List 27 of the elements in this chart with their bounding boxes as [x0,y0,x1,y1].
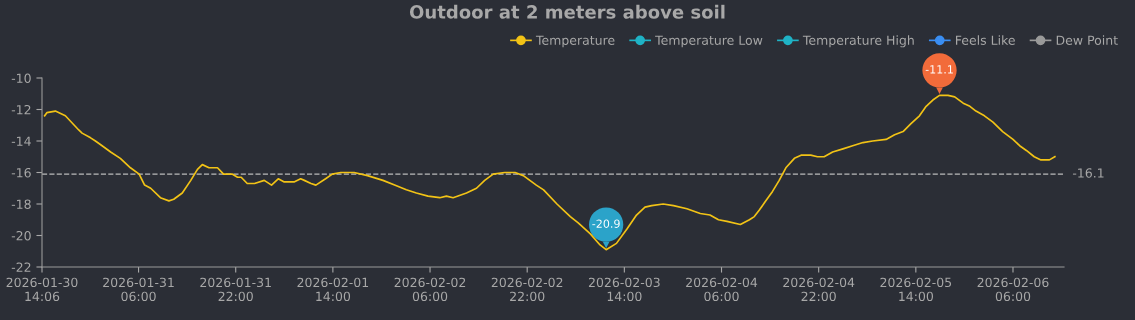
y-tick-label: -10 [11,73,31,83]
ref-line-label: -16.1 [1072,168,1104,178]
y-tick-label: -18 [11,199,31,209]
x-tick-label: 2026-02-02 22:00 [491,277,563,302]
legend-label: Feels Like [956,35,1015,45]
legend-label: Temperature High [802,35,914,48]
y-tick-label: -22 [11,262,31,272]
x-tick-label: 2026-02-04 22:00 [783,277,855,302]
x-tick-label: 2026-02-05 14:00 [880,277,952,302]
y-tick-label: -14 [11,136,31,146]
x-tick-label: 2026-02-02 06:00 [394,277,466,302]
y-tick-label: -20 [11,230,31,241]
x-tick-label: 2026-02-03 14:00 [588,277,660,302]
legend-label: Temperature [535,35,615,48]
x-tick-label: 2026-02-04 06:00 [686,277,758,302]
annotation: -11.1 [925,65,953,74]
legend-label: Dew Point [1056,35,1118,45]
legend-label: Temperature Low [655,35,763,48]
y-tick-label: -16 [11,167,31,178]
x-tick-label: 2026-01-31 22:00 [200,277,271,302]
y-tick-label: -12 [11,104,31,115]
annotation: -20.9 [592,219,620,228]
x-tick-label: 2026-02-06 06:00 [977,277,1049,302]
x-tick-label: 2026-01-30 14:06 [6,277,78,302]
x-tick-label: 2026-01-31 06:00 [103,277,174,302]
chart-title: Outdoor at 2 meters above soil [409,4,725,19]
x-tick-label: 2026-02-01 14:00 [297,277,369,302]
